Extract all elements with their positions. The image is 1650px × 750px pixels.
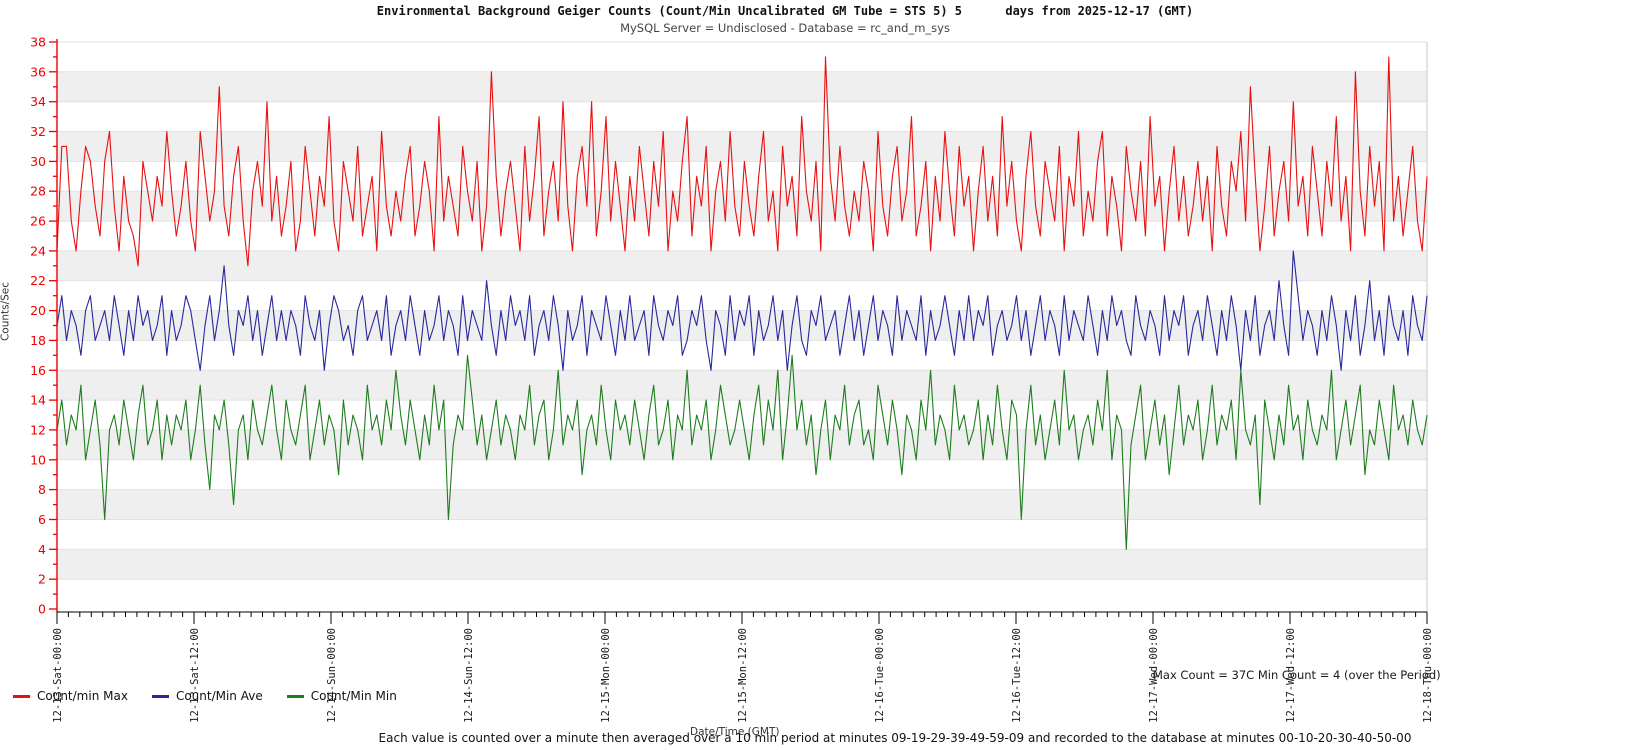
y-tick-label: 10 [30, 452, 46, 467]
legend-item-ave: Count/Min Ave [151, 689, 263, 703]
x-axis-title: Date/Time (GMT) [690, 726, 780, 738]
x-tick-label: 12-15-Mon-00:00 [600, 628, 612, 723]
y-tick-label: 26 [30, 214, 46, 229]
max-min-annotation: Max Count = 37C Min Count = 4 (over the … [1153, 668, 1441, 682]
footnote: Each value is counted over a minute then… [378, 731, 1412, 745]
chart-subtitle: MySQL Server = Undisclosed - Database = … [620, 21, 950, 35]
legend-label-min: Count/Min Min [310, 689, 397, 703]
y-tick-label: 4 [38, 542, 46, 557]
y-tick-label: 20 [30, 303, 46, 318]
x-tick-label: 12-18-Thu-00:00 [1422, 628, 1434, 723]
series-line-1 [56, 250, 1428, 371]
legend-item-max: Count/min Max [13, 689, 128, 703]
y-tick-label: 12 [30, 422, 46, 437]
y-tick-label: 8 [38, 482, 46, 497]
y-tick-label: 24 [30, 243, 46, 258]
y-tick-label: 28 [30, 184, 46, 199]
y-tick-label: 14 [30, 393, 46, 408]
y-tick-label: 36 [30, 64, 46, 79]
series-line-2 [56, 354, 1428, 550]
x-tick-label: 12-14-Sun-12:00 [463, 628, 475, 723]
x-tick-label: 12-17-Wed-00:00 [1148, 628, 1160, 723]
y-tick-label: 16 [30, 363, 46, 378]
legend-item-min: Count/Min Min [286, 689, 397, 703]
y-tick-label: 18 [30, 333, 46, 348]
legend-max-line-icon [13, 694, 30, 698]
x-tick-label: 12-16-Tue-00:00 [874, 628, 886, 723]
x-tick-label: 12-17-Wed-12:00 [1285, 628, 1297, 723]
x-tick-label: 12-15-Mon-12:00 [737, 628, 749, 723]
grid-lines [57, 41, 1428, 612]
grid-bands [57, 71, 1427, 580]
legend-label-ave: Count/Min Ave [175, 689, 263, 703]
x-tick-label: 12-16-Tue-12:00 [1011, 628, 1023, 723]
series-line-0 [56, 56, 1428, 267]
x-tick-label: 12-14-Sun-00:00 [326, 628, 338, 723]
legend: Count/min Max Count/Min Ave Count/Min Mi… [13, 689, 421, 703]
y-tick-label: 6 [38, 512, 46, 527]
x-tick-label: 12-13-Sat-00:00 [52, 628, 64, 723]
y-tick-label: 38 [30, 35, 46, 50]
y-tick-label: 34 [30, 94, 46, 109]
legend-ave-line-icon [151, 694, 169, 698]
y-tick-label: 30 [30, 154, 46, 169]
x-axis: 12-13-Sat-00:00 12-13-Sat-12:00 12-14-Sun-… [52, 611, 1434, 723]
legend-label-max: Count/min Max [37, 689, 128, 703]
chart-title: Environmental Background Geiger Counts (… [376, 4, 1194, 18]
y-tick-label: 0 [38, 602, 46, 617]
x-tick-label: 12-13-Sat-12:00 [189, 628, 201, 723]
legend-min-line-icon [286, 694, 304, 698]
y-tick-label: 2 [38, 572, 46, 587]
y-tick-label: 22 [30, 273, 46, 288]
y-tick-label: 32 [30, 124, 46, 139]
